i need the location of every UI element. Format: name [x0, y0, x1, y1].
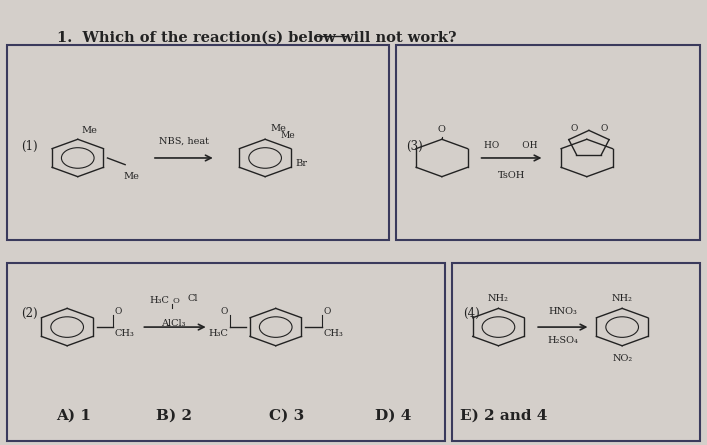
Text: (2): (2): [21, 307, 38, 320]
Text: NH₂: NH₂: [612, 294, 633, 303]
Text: (4): (4): [463, 307, 480, 320]
Text: Me: Me: [124, 172, 139, 181]
Text: Br: Br: [296, 159, 308, 168]
Text: H₂SO₄: H₂SO₄: [547, 336, 578, 345]
Text: 1.  Which of the reaction(s) below will not work?: 1. Which of the reaction(s) below will n…: [57, 31, 456, 45]
Text: H₃C: H₃C: [150, 296, 170, 305]
Text: E) 2 and 4: E) 2 and 4: [460, 409, 547, 423]
Bar: [452, 263, 700, 441]
Text: B) 2: B) 2: [156, 409, 192, 423]
Text: NO₂: NO₂: [612, 354, 632, 363]
Text: Me: Me: [81, 126, 97, 135]
Text: HNO₃: HNO₃: [549, 307, 577, 316]
Text: CH₃: CH₃: [115, 329, 134, 338]
Text: (1): (1): [21, 140, 38, 154]
Text: AlCl₃: AlCl₃: [161, 319, 185, 328]
Bar: [7, 44, 389, 240]
Text: H₃C: H₃C: [209, 329, 228, 338]
Text: Me: Me: [281, 131, 296, 140]
Text: C) 3: C) 3: [269, 409, 304, 423]
Bar: [7, 263, 445, 441]
Text: Cl: Cl: [187, 295, 198, 303]
Text: TsOH: TsOH: [498, 171, 525, 180]
Text: NH₂: NH₂: [488, 294, 509, 303]
Text: CH₃: CH₃: [323, 329, 343, 338]
Text: O: O: [571, 124, 578, 133]
Text: O: O: [323, 307, 330, 316]
Text: O: O: [601, 124, 608, 133]
Text: NBS, heat: NBS, heat: [159, 137, 209, 146]
Text: HO        OH: HO OH: [484, 141, 538, 150]
Text: (3): (3): [407, 140, 423, 154]
Text: Me: Me: [271, 124, 286, 133]
Bar: [396, 44, 700, 240]
Text: O: O: [438, 125, 446, 134]
Text: A) 1: A) 1: [57, 409, 92, 423]
Text: D) 4: D) 4: [375, 409, 411, 423]
Text: O: O: [173, 297, 180, 305]
Text: O: O: [221, 307, 228, 316]
Text: O: O: [115, 307, 122, 316]
